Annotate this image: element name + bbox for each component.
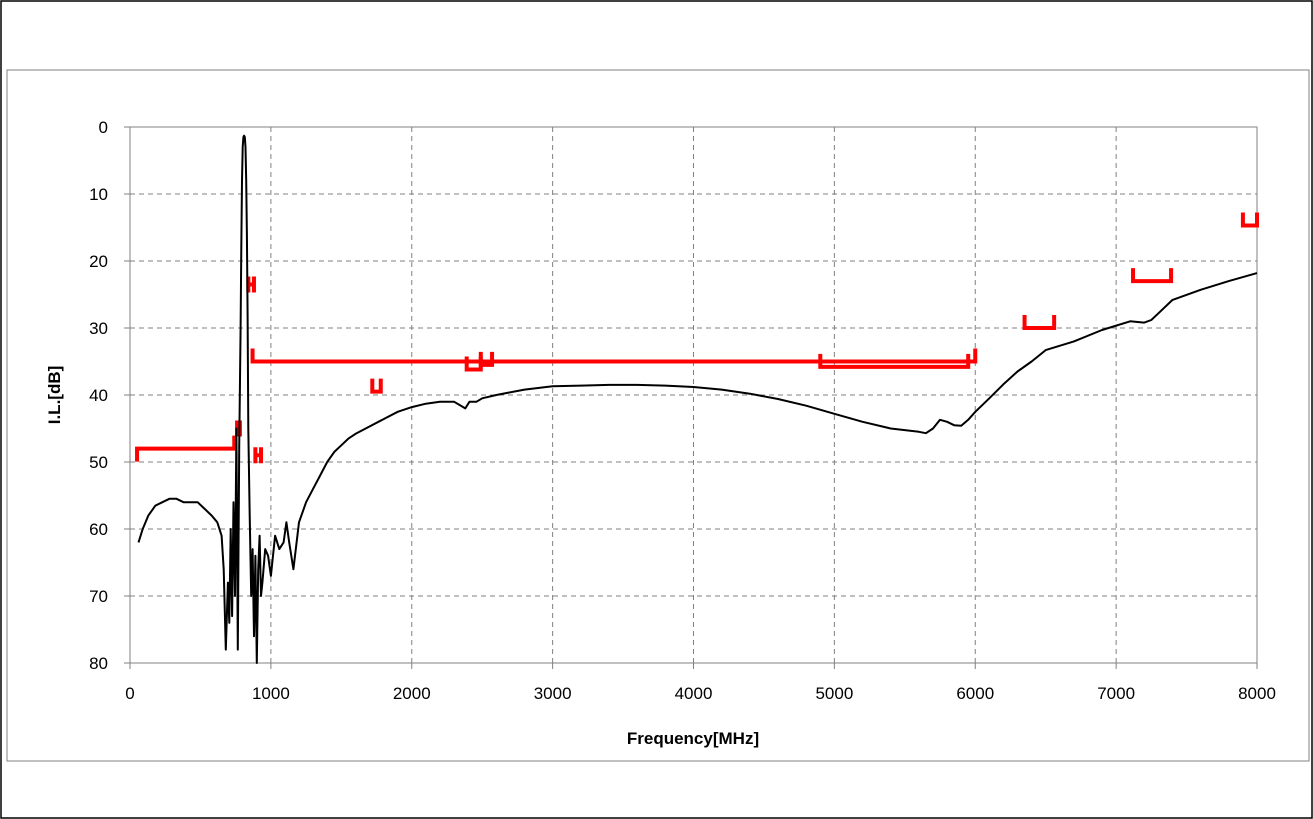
spec-mask-segment	[818, 353, 971, 369]
x-tick-label: 6000	[956, 684, 994, 703]
x-axis-ticks: 0 1000 2000 3000 4000 5000 6000 7000 8000	[125, 663, 1276, 703]
spec-mask-segment	[1240, 212, 1259, 228]
x-tick-label: 2000	[393, 684, 431, 703]
spec-mask-segment	[370, 378, 383, 394]
y-tick-label: 50	[89, 453, 108, 472]
y-axis-title: I.L.[dB]	[45, 366, 64, 425]
x-tick-label: 8000	[1238, 684, 1276, 703]
spec-mask-segment	[478, 351, 495, 367]
spec-mask-segment	[1131, 268, 1174, 284]
x-tick-label: 0	[125, 684, 134, 703]
spec-mask-segment	[135, 435, 237, 462]
chart-area-border	[6, 69, 1310, 762]
x-axis-title: Frequency[MHz]	[627, 729, 759, 748]
y-axis-ticks: 0 10 20 30 40 50 60 70 80	[89, 118, 130, 673]
x-tick-label: 1000	[252, 684, 290, 703]
y-tick-label: 70	[89, 587, 108, 606]
spec-mask-segment	[250, 348, 978, 364]
measurement-line	[137, 134, 1258, 664]
x-tick-label: 4000	[675, 684, 713, 703]
y-tick-label: 10	[89, 185, 108, 204]
x-tick-label: 3000	[534, 684, 572, 703]
y-tick-label: 0	[99, 118, 108, 137]
y-tick-label: 40	[89, 386, 108, 405]
gridlines	[130, 127, 1257, 663]
x-tick-label: 5000	[815, 684, 853, 703]
spec-mask-segment	[1022, 315, 1057, 330]
measurement-series	[137, 134, 1258, 664]
spec-mask-segment	[253, 447, 264, 464]
y-tick-label: 60	[89, 520, 108, 539]
y-tick-label: 80	[89, 654, 108, 673]
y-tick-label: 20	[89, 252, 108, 271]
spec-mask-lines	[135, 212, 1259, 464]
y-tick-label: 30	[89, 319, 108, 338]
x-tick-label: 7000	[1097, 684, 1135, 703]
